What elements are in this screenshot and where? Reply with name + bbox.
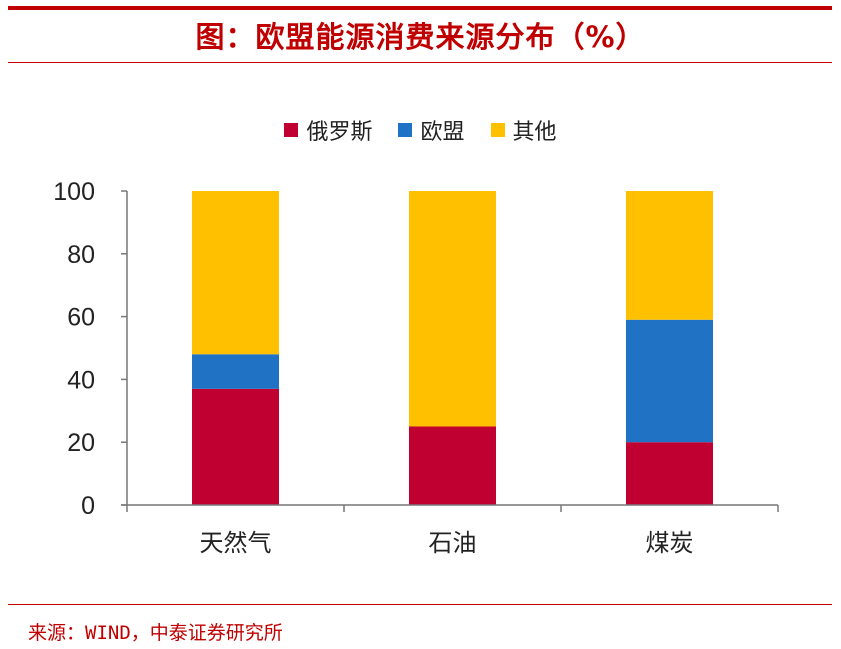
x-tick-label-1: 石油 (429, 529, 477, 557)
y-tick-label-2: 40 (67, 366, 95, 394)
chart-title: 图：欧盟能源消费来源分布（%） (195, 20, 646, 54)
legend: 俄罗斯 欧盟 其他 (0, 114, 841, 146)
bar-segment-0-2 (626, 442, 713, 505)
legend-item-other: 其他 (490, 114, 557, 146)
legend-item-eu: 欧盟 (398, 114, 465, 146)
legend-label-russia: 俄罗斯 (306, 120, 373, 145)
chart-plot: 天然气 石油 煤炭 0 20 40 60 80 100 (53, 178, 779, 557)
legend-item-russia: 俄罗斯 (284, 114, 372, 146)
bar-segment-0-0 (192, 388, 279, 505)
bars-group (192, 191, 713, 505)
bar-segment-2-1 (409, 191, 496, 427)
source-note: 来源：WIND，中泰证券研究所 (28, 622, 283, 644)
x-tick-label-2: 煤炭 (646, 529, 694, 557)
y-tick-label-4: 80 (67, 241, 95, 269)
legend-label-other: 其他 (512, 120, 557, 145)
y-tick-label-3: 60 (67, 304, 95, 332)
y-tick-label-1: 20 (67, 429, 95, 457)
bar-segment-0-1 (409, 426, 496, 505)
legend-swatch-other (490, 123, 505, 137)
legend-label-eu: 欧盟 (420, 120, 465, 145)
footer-rule (8, 604, 832, 605)
title-rule (8, 62, 832, 63)
bar-segment-2-2 (626, 191, 713, 320)
bar-segment-1-0 (192, 354, 279, 389)
y-tick-label-0: 0 (81, 492, 95, 520)
top-rule (8, 6, 832, 10)
bar-segment-2-0 (192, 191, 279, 355)
legend-swatch-eu (398, 123, 413, 137)
axes-group: 天然气 石油 煤炭 0 20 40 60 80 100 (53, 178, 779, 557)
bar-segment-1-2 (626, 319, 713, 443)
y-tick-label-5: 100 (53, 178, 95, 206)
legend-swatch-russia (284, 123, 299, 137)
x-tick-label-0: 天然气 (200, 529, 272, 557)
